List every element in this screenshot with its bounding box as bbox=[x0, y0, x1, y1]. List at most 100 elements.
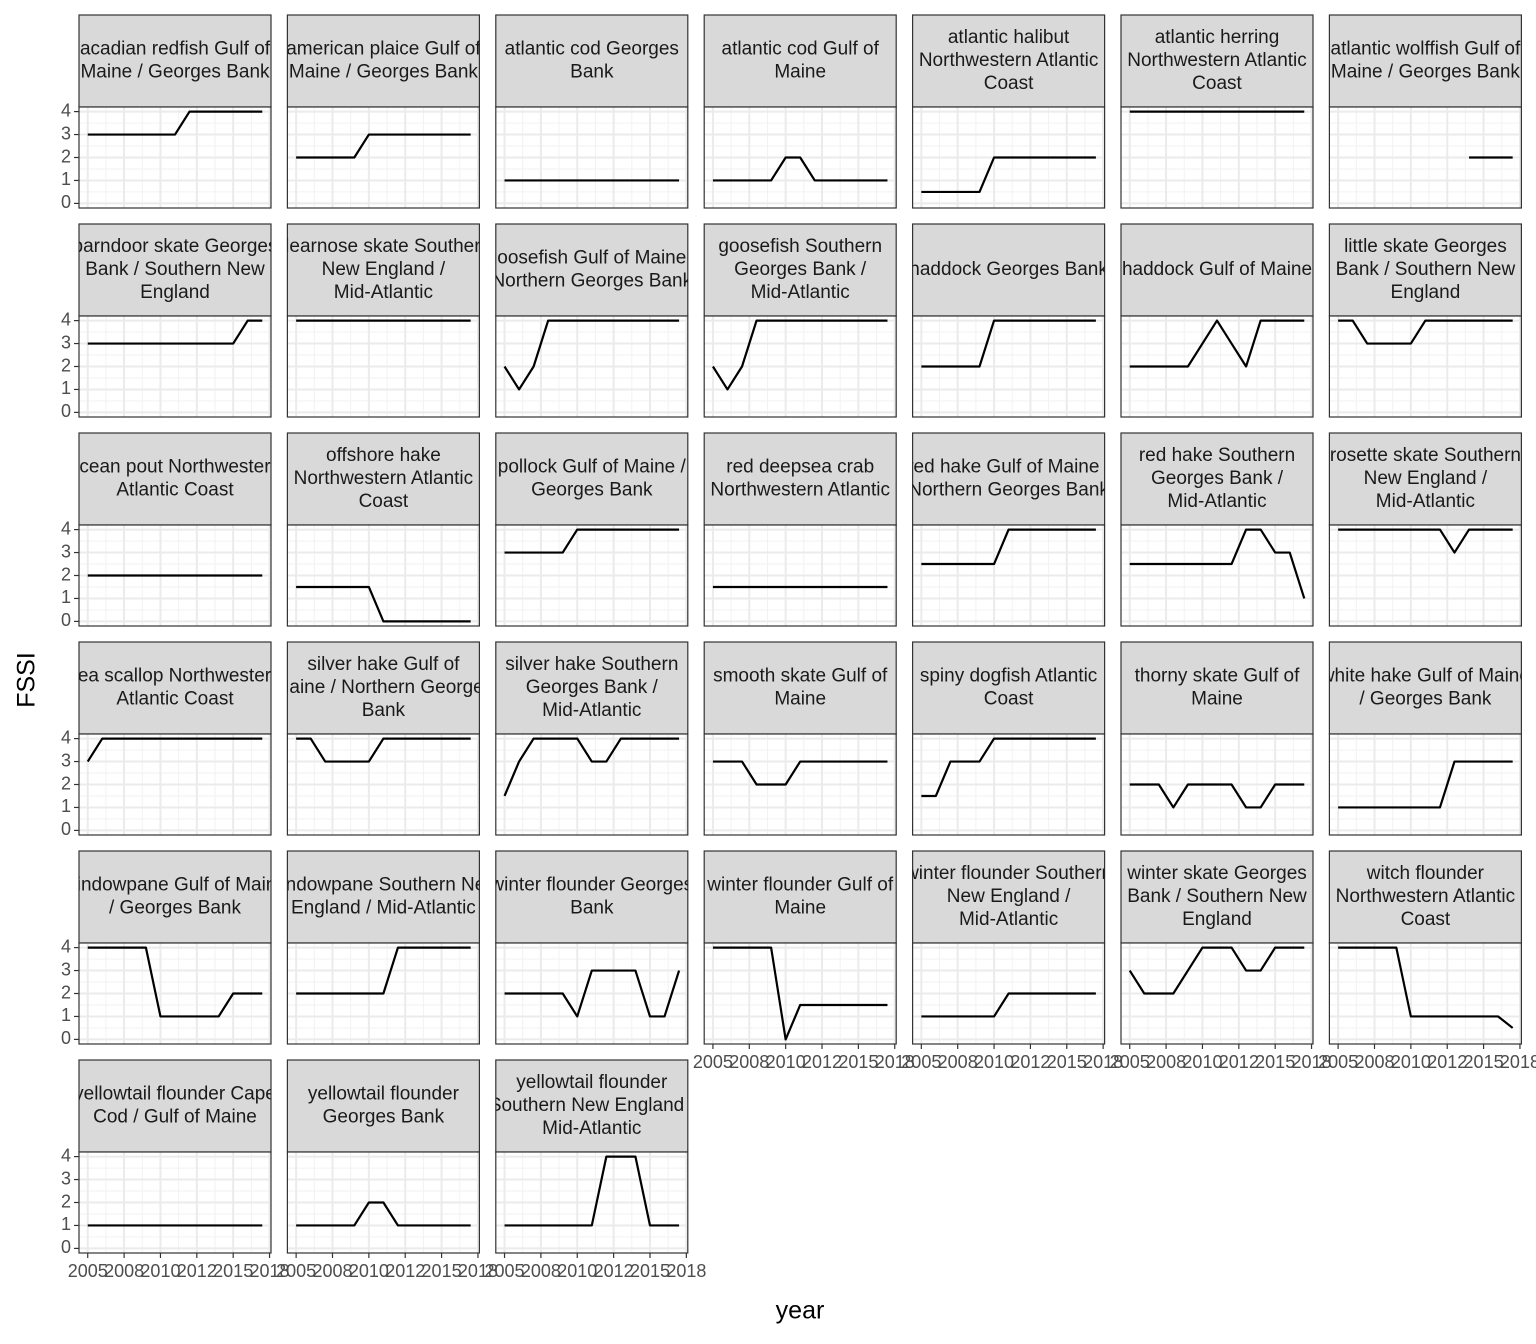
strip-label: Atlantic Coast bbox=[116, 689, 234, 710]
strip-label: Bank / Southern New bbox=[1127, 886, 1307, 907]
line bbox=[1338, 528, 1513, 554]
line bbox=[712, 319, 888, 391]
strip bbox=[1120, 223, 1314, 317]
strip-label: Bank / Southern New bbox=[85, 259, 265, 280]
strip-label: goosefish Gulf of Maine / bbox=[487, 248, 698, 269]
strip-label: little skate Georges bbox=[1344, 236, 1507, 257]
line bbox=[1128, 946, 1305, 995]
line bbox=[1338, 760, 1513, 809]
strip bbox=[703, 850, 897, 944]
x-tick-label: 2008 bbox=[521, 1261, 561, 1281]
x-tick-label: 2010 bbox=[140, 1261, 180, 1281]
strip-label: windowpane Southern New bbox=[267, 875, 500, 896]
strip-label: Mid-Atlantic bbox=[1167, 491, 1266, 512]
strip-label: red hake Gulf of Maine / bbox=[907, 457, 1110, 478]
line bbox=[503, 737, 680, 797]
strip bbox=[703, 432, 897, 526]
strip-label: american plaice Gulf of bbox=[286, 39, 481, 60]
strip-label: windowpane Gulf of Maine bbox=[62, 875, 287, 896]
x-tick-label: 2008 bbox=[729, 1052, 769, 1072]
strip bbox=[286, 1059, 480, 1153]
strip-label: Georges Bank bbox=[531, 480, 653, 501]
y-tick-label: 0 bbox=[61, 1028, 71, 1048]
strip-label: silver hake Southern bbox=[505, 654, 678, 675]
y-tick-label: 2 bbox=[61, 982, 71, 1002]
strip-label: Atlantic Coast bbox=[116, 480, 234, 501]
panel-border bbox=[495, 315, 689, 418]
strip-label: Southern New England / bbox=[489, 1095, 696, 1116]
strip bbox=[911, 14, 1106, 108]
strip bbox=[495, 641, 689, 735]
strip-label: Northern Georges Bank bbox=[491, 271, 692, 292]
strip bbox=[1120, 432, 1314, 526]
strip-label: atlantic halibut bbox=[948, 27, 1070, 48]
panel-border bbox=[495, 942, 689, 1045]
strip-label: Maine bbox=[1191, 689, 1243, 710]
x-tick-label: 2005 bbox=[485, 1261, 525, 1281]
strip-label: goosefish Southern bbox=[718, 236, 882, 257]
panel-border bbox=[703, 733, 897, 836]
y-tick-label: 4 bbox=[61, 309, 71, 329]
strip-label: Mid-Atlantic bbox=[751, 282, 850, 303]
strip bbox=[1328, 641, 1523, 735]
strip-label: haddock Georges Bank bbox=[909, 259, 1108, 280]
panel-border bbox=[495, 733, 689, 836]
strip-label: silver hake Gulf of bbox=[307, 654, 460, 675]
strip bbox=[495, 14, 689, 108]
strip-label: atlantic wolffish Gulf of bbox=[1331, 39, 1521, 60]
strip-label: winter flounder Gulf of bbox=[706, 875, 894, 896]
y-tick-label: 0 bbox=[61, 192, 71, 212]
strip-label: Northwestern Atlantic bbox=[294, 468, 474, 489]
line bbox=[712, 760, 888, 786]
strip-label: / Georges Bank bbox=[1359, 689, 1492, 710]
y-tick-label: 0 bbox=[61, 401, 71, 421]
x-tick-label: 2010 bbox=[349, 1261, 389, 1281]
strip-label: Mid-Atlantic bbox=[542, 1118, 641, 1139]
panel-border bbox=[495, 524, 689, 627]
x-tick-label: 2005 bbox=[901, 1052, 941, 1072]
panel-border bbox=[1328, 942, 1523, 1045]
strip bbox=[911, 850, 1106, 944]
strip-label: red hake Southern bbox=[1139, 445, 1295, 466]
y-axis-title: FSSI bbox=[13, 652, 41, 708]
strip-label: Maine bbox=[774, 62, 826, 83]
strip bbox=[495, 850, 689, 944]
strip bbox=[1120, 850, 1314, 944]
strip-label: Cod / Gulf of Maine bbox=[93, 1107, 257, 1128]
x-tick-label: 2018 bbox=[458, 1261, 498, 1281]
strip-label: Northwestern Atlantic bbox=[919, 50, 1099, 71]
strip-label: Maine / Georges Bank bbox=[289, 62, 479, 83]
strip bbox=[1120, 14, 1314, 108]
x-tick-label: 2018 bbox=[250, 1261, 290, 1281]
line bbox=[921, 737, 1096, 798]
strip-label: Coast bbox=[984, 689, 1034, 710]
strip-label: atlantic herring bbox=[1155, 27, 1280, 48]
strip-label: Georges Bank / bbox=[526, 677, 659, 698]
y-tick-label: 0 bbox=[61, 1237, 71, 1257]
x-tick-label: 2012 bbox=[1219, 1052, 1259, 1072]
strip bbox=[1328, 850, 1523, 944]
strip-label: New England / bbox=[947, 886, 1071, 907]
line bbox=[1129, 528, 1306, 599]
x-tick-label: 2018 bbox=[1500, 1052, 1536, 1072]
strip bbox=[1328, 14, 1523, 108]
y-tick-label: 2 bbox=[61, 146, 71, 166]
x-tick-label: 2010 bbox=[1182, 1052, 1222, 1072]
x-axis-title: year bbox=[776, 1297, 825, 1325]
line bbox=[296, 585, 471, 623]
panel-border bbox=[1120, 733, 1314, 836]
strip-label: Bank bbox=[570, 898, 614, 919]
y-tick-label: 4 bbox=[61, 1145, 71, 1165]
strip-label: Maine / Northern Georges bbox=[274, 677, 494, 698]
strip-label: thorny skate Gulf of bbox=[1135, 666, 1300, 687]
y-tick-label: 2 bbox=[61, 355, 71, 375]
strip bbox=[78, 432, 272, 526]
line bbox=[296, 946, 471, 995]
strip bbox=[286, 432, 480, 526]
strip bbox=[911, 641, 1106, 735]
strip bbox=[78, 14, 272, 108]
y-tick-label: 3 bbox=[61, 750, 71, 770]
strip-label: England bbox=[1391, 282, 1461, 303]
x-tick-label: 2012 bbox=[802, 1052, 842, 1072]
x-tick-label: 2008 bbox=[938, 1052, 978, 1072]
